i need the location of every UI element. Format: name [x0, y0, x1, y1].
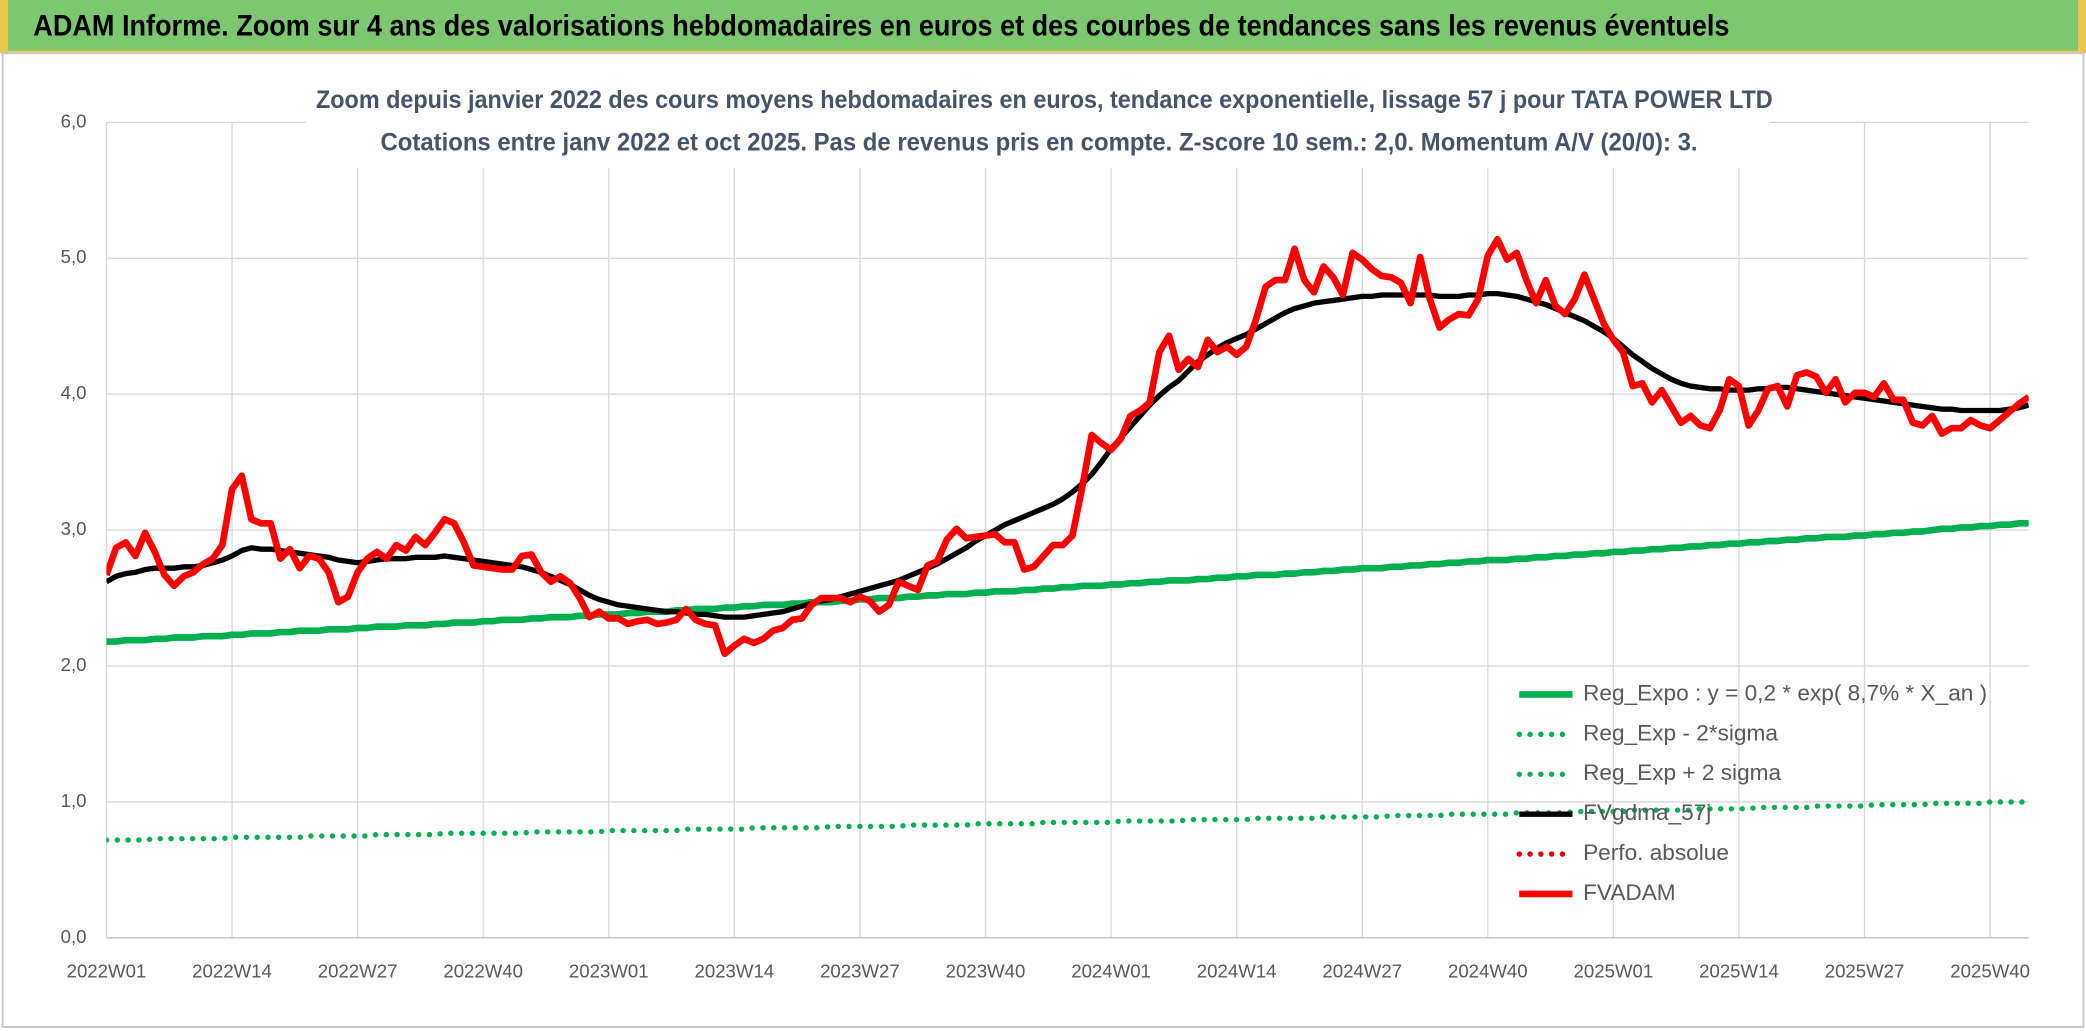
chart-title: Zoom depuis janvier 2022 des cours moyen… — [316, 86, 1773, 114]
series-line — [106, 799, 2029, 843]
y-tick-label: 5,0 — [61, 246, 87, 267]
series-line — [106, 520, 2029, 645]
x-tick-label: 2022W40 — [443, 960, 523, 981]
header-title: ADAM Informe. Zoom sur 4 ans des valoris… — [33, 11, 1729, 43]
x-tick-label: 2023W27 — [820, 960, 900, 981]
legend: Reg_Expo : y = 0,2 * exp( 8,7% * X_an ) R… — [1516, 680, 1987, 905]
title-box — [306, 77, 1770, 168]
chart-frame — [1, 52, 2085, 1029]
x-tick-label: 2023W40 — [946, 960, 1026, 981]
legend-label: FVADAM — [1583, 880, 1676, 905]
x-tick-label: 2024W14 — [1197, 960, 1277, 981]
x-tick-label: 2022W01 — [67, 960, 147, 981]
y-tick-label: 1,0 — [61, 790, 87, 811]
axes: 0,0 1,0 2,0 3,0 4,0 5,0 6,0 2022W01 2022W14 2022W… — [61, 110, 2030, 981]
x-tick-label: 2025W14 — [1699, 960, 1779, 981]
x-tick-label: 2022W27 — [318, 960, 398, 981]
legend-label: Perfo. absolue — [1583, 840, 1729, 865]
y-tick-label: 6,0 — [61, 110, 87, 131]
y-tick-label: 2,0 — [61, 654, 87, 675]
x-tick-label: 2025W01 — [1574, 960, 1654, 981]
x-tick-label: 2024W01 — [1071, 960, 1151, 981]
y-tick-label: 4,0 — [61, 382, 87, 403]
plot-lines — [106, 235, 2029, 843]
x-tick-label: 2024W27 — [1322, 960, 1402, 981]
y-tick-label: 0,0 — [61, 926, 87, 947]
x-tick-label: 2025W40 — [1950, 960, 2030, 981]
header-bar — [8, 0, 2078, 51]
legend-label: Reg_Exp + 2 sigma — [1583, 760, 1781, 785]
x-tick-label: 2023W14 — [695, 960, 775, 981]
series-line — [106, 235, 2029, 658]
chart-subtitle: Cotations entre janv 2022 et oct 2025. P… — [380, 128, 1697, 156]
x-tick-label: 2022W14 — [192, 960, 272, 981]
series-line — [106, 290, 2029, 620]
y-tick-label: 3,0 — [61, 518, 87, 539]
x-tick-label: 2024W40 — [1448, 960, 1528, 981]
legend-label: Reg_Exp - 2*sigma — [1583, 720, 1778, 745]
x-tick-label: 2025W27 — [1825, 960, 1905, 981]
legend-label: Reg_Expo : y = 0,2 * exp( 8,7% * X_an ) — [1583, 680, 1987, 705]
x-tick-label: 2023W01 — [569, 960, 649, 981]
legend-label: FVgdma_57j — [1583, 800, 1711, 825]
